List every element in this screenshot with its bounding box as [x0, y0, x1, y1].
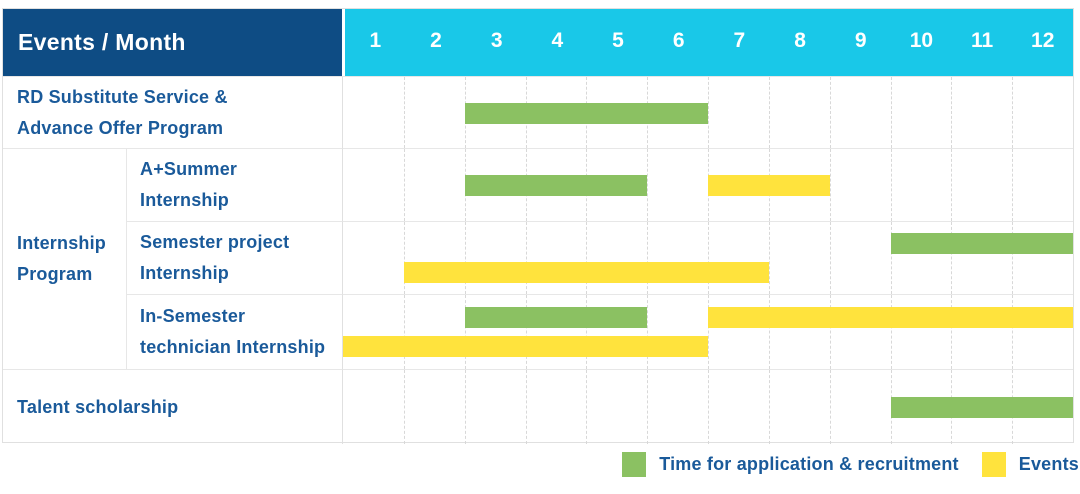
- month-gridline: [586, 370, 588, 444]
- bar-recruitment: [464, 102, 708, 124]
- legend-item-events: Events: [981, 452, 1079, 477]
- bar-events: [708, 307, 1073, 328]
- month-gridline: [829, 295, 831, 369]
- chart-row-a-plus-summer: [342, 148, 1073, 221]
- month-gridline: [525, 222, 527, 294]
- month-label: 5: [612, 29, 624, 52]
- bar-recruitment: [890, 397, 1073, 418]
- bar-events: [403, 262, 769, 283]
- month-gridline: [647, 222, 649, 294]
- month-gridline: [586, 295, 588, 369]
- month-gridline: [403, 370, 405, 444]
- month-label: 10: [909, 29, 934, 52]
- legend: Time for application & recruitment Event…: [0, 452, 1079, 477]
- month-gridline: [890, 149, 892, 221]
- month-label: 2: [430, 29, 442, 52]
- events-color-swatch: [981, 452, 1006, 477]
- month-gridline: [768, 295, 770, 369]
- row-label-text: Talent scholarship: [17, 396, 179, 417]
- month-label: 3: [490, 29, 503, 52]
- row-label-rd-substitute: RD Substitute Service & Advance Offer Pr…: [3, 76, 342, 148]
- group-label-text: Internship Program: [17, 233, 107, 284]
- month-gridline: [951, 295, 953, 369]
- row-label-text: A+Summer Internship: [140, 159, 238, 210]
- row-label-text: In-Semester technician Internship: [140, 306, 326, 357]
- month-gridline: [1012, 77, 1014, 148]
- month-gridline: [403, 222, 405, 294]
- chart-row-in-semester-technician: [342, 294, 1073, 369]
- month-gridline: [951, 222, 953, 294]
- month-gridline: [829, 149, 831, 221]
- chart-row-rd-substitute: [342, 76, 1073, 148]
- row-label-text: RD Substitute Service & Advance Offer Pr…: [17, 86, 228, 138]
- month-gridline: [708, 370, 709, 444]
- month-label: 7: [733, 29, 746, 52]
- month-gridline: [768, 370, 770, 444]
- month-label: 12: [1031, 29, 1055, 52]
- legend-item-recruitment: Time for application & recruitment: [622, 452, 959, 477]
- events-month-table: Events / Month 1 2 3 4 5 6 7 8 9 10 11 12 RD Substi…: [2, 8, 1074, 444]
- month-gridline: [525, 370, 527, 444]
- header-title: Events / Month: [18, 29, 186, 55]
- month-gridline: [647, 295, 649, 369]
- month-gridline: [647, 370, 649, 444]
- month-label: 9: [854, 29, 867, 52]
- row-label-in-semester-technician: In-Semester technician Internship: [126, 294, 342, 369]
- legend-recruitment-label: Time for application & recruitment: [659, 454, 959, 474]
- month-gridline: [403, 77, 405, 148]
- month-gridline: [890, 295, 892, 369]
- bar-recruitment: [890, 233, 1073, 254]
- month-gridline: [464, 295, 466, 369]
- table-body: RD Substitute Service & Advance Offer Pr…: [3, 76, 1073, 444]
- month-gridline: [708, 222, 709, 294]
- month-gridline: [951, 149, 953, 221]
- month-gridline: [890, 222, 892, 294]
- row-label-a-plus-summer: A+Summer Internship: [126, 148, 342, 221]
- bar-recruitment: [464, 307, 648, 328]
- month-gridline: [1012, 149, 1014, 221]
- bar-events: [708, 175, 830, 196]
- month-gridline: [1012, 295, 1014, 369]
- month-gridline: [403, 295, 405, 369]
- month-gridline: [829, 370, 831, 444]
- bar-events: [343, 336, 708, 357]
- month-label: 8: [794, 29, 806, 52]
- month-gridline: [403, 149, 405, 221]
- bar-recruitment: [464, 175, 648, 196]
- table-header-row: Events / Month 1 2 3 4 5 6 7 8 9 10 11 12: [3, 9, 1073, 76]
- events-month-header-cell: Events / Month: [3, 9, 342, 76]
- month-gridline: [708, 295, 709, 369]
- group-label-internship-program: Internship Program: [3, 148, 126, 369]
- month-gridline: [829, 77, 831, 148]
- month-label: 11: [970, 29, 994, 52]
- month-gridline: [464, 370, 466, 444]
- month-label: 4: [551, 29, 564, 52]
- chart-row-talent-scholarship: [342, 369, 1073, 444]
- month-label: 6: [672, 29, 685, 52]
- month-gridline: [525, 295, 527, 369]
- recruitment-color-swatch: [622, 452, 647, 477]
- month-gridline: [951, 77, 953, 148]
- legend-events-label: Events: [1018, 454, 1079, 474]
- row-label-text: Semester project Internship: [140, 232, 290, 283]
- month-gridline: [708, 77, 709, 148]
- month-gridline: [768, 222, 770, 294]
- month-gridline: [647, 149, 649, 221]
- chart-row-semester-project: [342, 221, 1073, 294]
- month-gridline: [1012, 222, 1014, 294]
- row-label-talent-scholarship: Talent scholarship: [3, 369, 342, 444]
- month-gridline: [586, 222, 588, 294]
- month-label: 1: [369, 29, 382, 52]
- month-gridline: [829, 222, 831, 294]
- month-gridline: [768, 77, 770, 148]
- row-label-semester-project: Semester project Internship: [126, 221, 342, 294]
- month-gridline: [464, 222, 466, 294]
- month-header: 1 2 3 4 5 6 7 8 9 10 11 12: [342, 9, 1073, 76]
- month-gridline: [890, 77, 892, 148]
